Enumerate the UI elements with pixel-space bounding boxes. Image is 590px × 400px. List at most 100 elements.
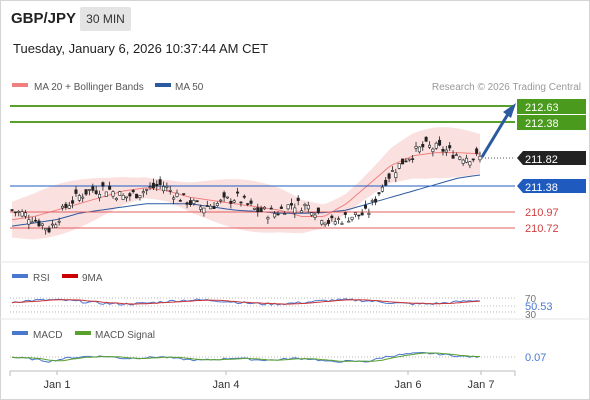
candle-body	[148, 186, 152, 189]
candle-body	[310, 212, 314, 216]
candle-body	[77, 195, 81, 201]
candle-body	[232, 200, 236, 203]
current-price-label: 211.82	[525, 154, 558, 166]
candle-body	[374, 198, 378, 203]
candle-body	[434, 142, 438, 149]
candle-body	[468, 161, 472, 166]
candle-body	[424, 136, 428, 142]
current-price-box	[517, 151, 586, 165]
candle-body	[145, 189, 149, 191]
candle-body	[256, 207, 260, 213]
candle-body	[74, 189, 78, 194]
candle-body	[158, 179, 162, 185]
symbol-title: GBP/JPY	[11, 10, 77, 27]
candle-body	[384, 179, 388, 186]
candle-body	[340, 223, 344, 225]
rsi-ma-legend-swatch	[62, 274, 78, 278]
candle-body	[195, 200, 199, 202]
candle-body	[57, 220, 61, 223]
candle-body	[34, 219, 38, 222]
candle-body	[118, 191, 122, 196]
macd-value-label: 0.07	[525, 352, 546, 364]
candle-body	[54, 224, 58, 228]
candle-body	[84, 189, 88, 195]
candle-body	[236, 191, 240, 194]
candle-body	[165, 186, 169, 188]
candle-body	[441, 148, 445, 152]
ma50-legend-swatch	[155, 83, 171, 87]
rsi-lower-label: 30	[525, 310, 537, 321]
candle-body	[121, 194, 125, 200]
candle-body	[353, 212, 357, 215]
candle-body	[451, 155, 455, 159]
candle-body	[323, 222, 327, 226]
candle-body	[431, 148, 435, 152]
macd-signal-line	[11, 352, 480, 362]
candle-body	[458, 156, 462, 160]
candle-body	[367, 213, 371, 215]
candle-body	[252, 207, 256, 210]
candle-body	[168, 190, 172, 192]
candle-body	[138, 195, 142, 198]
candle-body	[326, 220, 330, 224]
candle-body	[343, 212, 347, 215]
candle-body	[81, 196, 85, 199]
ma50-legend-label: MA 50	[175, 82, 204, 93]
bollinger-band	[12, 127, 480, 240]
candle-body	[87, 189, 91, 191]
candle-body	[212, 206, 216, 209]
candle-body	[91, 186, 95, 191]
candle-body	[438, 139, 442, 146]
candle-body	[162, 186, 166, 192]
candle-body	[357, 214, 361, 217]
candle-body	[101, 182, 105, 187]
level-box-212-38	[517, 115, 586, 130]
candle-body	[188, 200, 192, 205]
candle-body	[394, 172, 398, 179]
candle-body	[448, 145, 452, 149]
candle-body	[444, 149, 448, 153]
candle-body	[246, 203, 250, 205]
candle-body	[64, 203, 68, 208]
macd-signal-legend-swatch	[75, 331, 91, 335]
candle-body	[427, 144, 431, 148]
candle-body	[50, 223, 54, 226]
candle-body	[13, 211, 17, 214]
candle-body	[347, 220, 351, 223]
candle-body	[182, 193, 186, 195]
candle-body	[465, 157, 469, 163]
level-label-212-38: 212.38	[525, 118, 559, 130]
rsi-upper-label: 70	[525, 294, 537, 305]
candle-body	[279, 206, 283, 209]
level-box-212-63	[517, 99, 586, 114]
candle-body	[219, 199, 223, 202]
credit-text: Research © 2026 Trading Central	[432, 82, 581, 93]
candle-body	[454, 154, 458, 156]
candle-body	[172, 197, 176, 200]
macd-legend-label: MACD	[33, 330, 62, 341]
candle-body	[44, 228, 48, 231]
candle-body	[192, 200, 196, 204]
candle-body	[225, 196, 229, 199]
candle-body	[387, 173, 391, 179]
candle-body	[404, 160, 408, 163]
candle-body	[202, 207, 206, 214]
candle-body	[306, 204, 310, 210]
candlesticks	[10, 136, 482, 235]
candle-body	[111, 191, 115, 197]
candle-body	[124, 196, 128, 199]
candle-body	[397, 163, 401, 169]
candle-body	[273, 213, 277, 218]
candle-body	[108, 185, 112, 190]
candle-body	[417, 146, 421, 153]
rsi-value-label: 50.53	[525, 301, 553, 313]
timeframe-button[interactable]: 30 MIN	[80, 7, 131, 31]
candle-body	[475, 148, 479, 154]
candle-body	[94, 190, 98, 194]
candle-body	[286, 204, 290, 210]
candle-body	[242, 195, 246, 198]
candle-body	[185, 202, 189, 205]
candle-body	[175, 192, 179, 197]
candle-body	[411, 158, 415, 160]
